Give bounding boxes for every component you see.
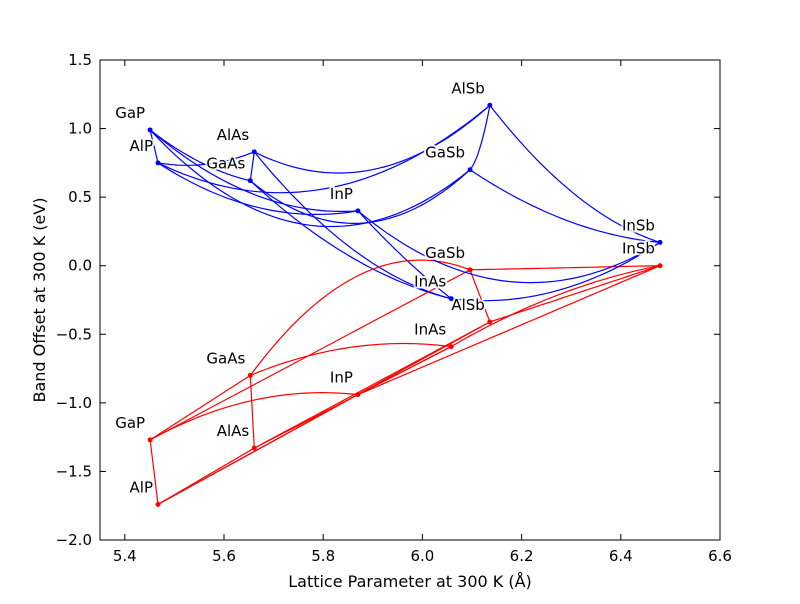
y-tick-label: −1.5 (56, 462, 92, 480)
valence-curve-AlP-AlSb (157, 321, 491, 505)
conduction-label-GaP: GaP (115, 104, 145, 122)
y-axis-label: Band Offset at 300 K (eV) (30, 198, 49, 403)
valence-curve-GaAs-InAs (250, 342, 452, 376)
conduction-point-GaSb (467, 167, 473, 173)
valence-curve-GaSb-InSb (469, 265, 661, 271)
conduction-point-InAs (448, 296, 454, 302)
valence-curve-GaAs-GaSb (249, 259, 471, 376)
valence-curve-GaP-GaSb (149, 269, 471, 441)
y-tick-label: 1.5 (68, 51, 92, 69)
plot-frame (99, 59, 721, 541)
x-tick-label: 6.0 (410, 547, 434, 565)
valence-label-GaP: GaP (115, 414, 145, 432)
valence-label-InAs: InAs (414, 321, 446, 339)
conduction-label-InP: InP (330, 185, 353, 203)
valence-point-AlAs (251, 445, 257, 451)
y-tick-label: 1.0 (68, 120, 92, 138)
conduction-curve-AlSb-InSb (489, 104, 661, 243)
valence-label-AlSb: AlSb (451, 296, 484, 314)
valence-label-InSb: InSb (622, 240, 655, 258)
conduction-curve-AlP-AlSb (157, 104, 491, 194)
conduction-point-AlSb (487, 102, 493, 108)
conduction-curve-AlSb-GaSb (469, 105, 491, 171)
conduction-label-GaSb: GaSb (425, 144, 465, 162)
conduction-label-InAs: InAs (414, 273, 446, 291)
valence-curve-AlAs-GaAs (249, 375, 255, 449)
material-labels: GaP GaP AlP AlP AlAs AlAs GaAs GaAs InP InP InAs In… (113, 77, 657, 498)
y-tick-label: −1.0 (56, 394, 92, 412)
conduction-point-AlAs (251, 149, 257, 155)
y-tick-label: −2.0 (56, 531, 92, 549)
conduction-curve-InAs-InSb (451, 241, 661, 302)
conduction-point-GaP (147, 127, 153, 133)
valence-label-InP: InP (330, 369, 353, 387)
alloy-curves (149, 104, 661, 505)
conduction-curve-InAs-InP (357, 210, 452, 300)
conduction-label-AlAs: AlAs (217, 126, 250, 144)
valence-point-InSb (657, 263, 663, 269)
axis-ticks: 5.4 5.6 5.8 6.0 6.2 6.4 6.6 −2.0 −1.5 −1.0 −0.5 0.0… (56, 51, 732, 565)
valence-point-GaAs (247, 372, 253, 378)
valence-curve-AlSb-GaSb (469, 269, 491, 323)
valence-curve-AlP-GaP (149, 439, 159, 505)
valence-curve-AlSb-InSb (489, 265, 661, 323)
y-tick-label: 0.5 (68, 188, 92, 206)
valence-point-AlP (155, 501, 161, 507)
conduction-curve-GaP-GaSb (149, 129, 471, 228)
conduction-label-InSb: InSb (622, 216, 655, 234)
x-tick-label: 5.8 (311, 547, 335, 565)
conduction-point-GaAs (247, 178, 253, 184)
valence-label-GaSb: GaSb (425, 244, 465, 262)
conduction-curve-GaP-InP (149, 129, 358, 212)
x-tick-label: 6.4 (609, 547, 633, 565)
conduction-label-GaAs: GaAs (206, 155, 245, 173)
x-tick-label: 6.2 (510, 547, 534, 565)
valence-point-AlSb (487, 319, 493, 325)
conduction-point-AlP (155, 160, 161, 166)
material-points (147, 102, 663, 507)
y-tick-label: −0.5 (56, 325, 92, 343)
conduction-label-AlSb: AlSb (451, 79, 484, 97)
valence-point-InP (355, 392, 361, 398)
conduction-point-InSb (657, 239, 663, 245)
x-tick-label: 5.4 (113, 547, 137, 565)
conduction-curve-AlP-InP (157, 162, 358, 215)
conduction-curve-GaAs-GaP (149, 129, 251, 182)
conduction-curve-GaAs-GaSb (249, 169, 471, 225)
conduction-curve-GaAs-InAs (249, 180, 452, 300)
x-axis-label: Lattice Parameter at 300 K (Å) (288, 572, 532, 591)
conduction-label-AlP: AlP (130, 137, 153, 155)
x-tick-label: 5.6 (212, 547, 236, 565)
conduction-curve-InP-InSb (357, 210, 661, 284)
valence-label-AlP: AlP (130, 478, 153, 496)
conduction-curve-AlAs-GaAs (249, 151, 255, 181)
conduction-curve-GaSb-InSb (469, 169, 661, 243)
y-tick-label: 0.0 (68, 257, 92, 275)
valence-curve-GaAs-GaP (149, 374, 251, 441)
valence-point-InAs (448, 344, 454, 350)
valence-curve-InAs-InSb (450, 265, 661, 348)
valence-point-GaP (147, 437, 153, 443)
valence-point-GaSb (467, 267, 473, 273)
valence-label-AlAs: AlAs (217, 422, 250, 440)
conduction-point-InP (355, 208, 361, 214)
conduction-curve-AlAs-AlP (157, 151, 255, 166)
valence-curve-GaP-InP (149, 391, 358, 441)
valence-curve-InP-InSb (357, 265, 661, 396)
x-tick-label: 6.6 (708, 547, 732, 565)
conduction-curve-AlAs-AlSb (254, 104, 491, 174)
conduction-curve-AlAs-InAs (253, 151, 452, 300)
valence-label-GaAs: GaAs (206, 349, 245, 367)
conduction-curve-AlP-GaP (149, 129, 159, 164)
